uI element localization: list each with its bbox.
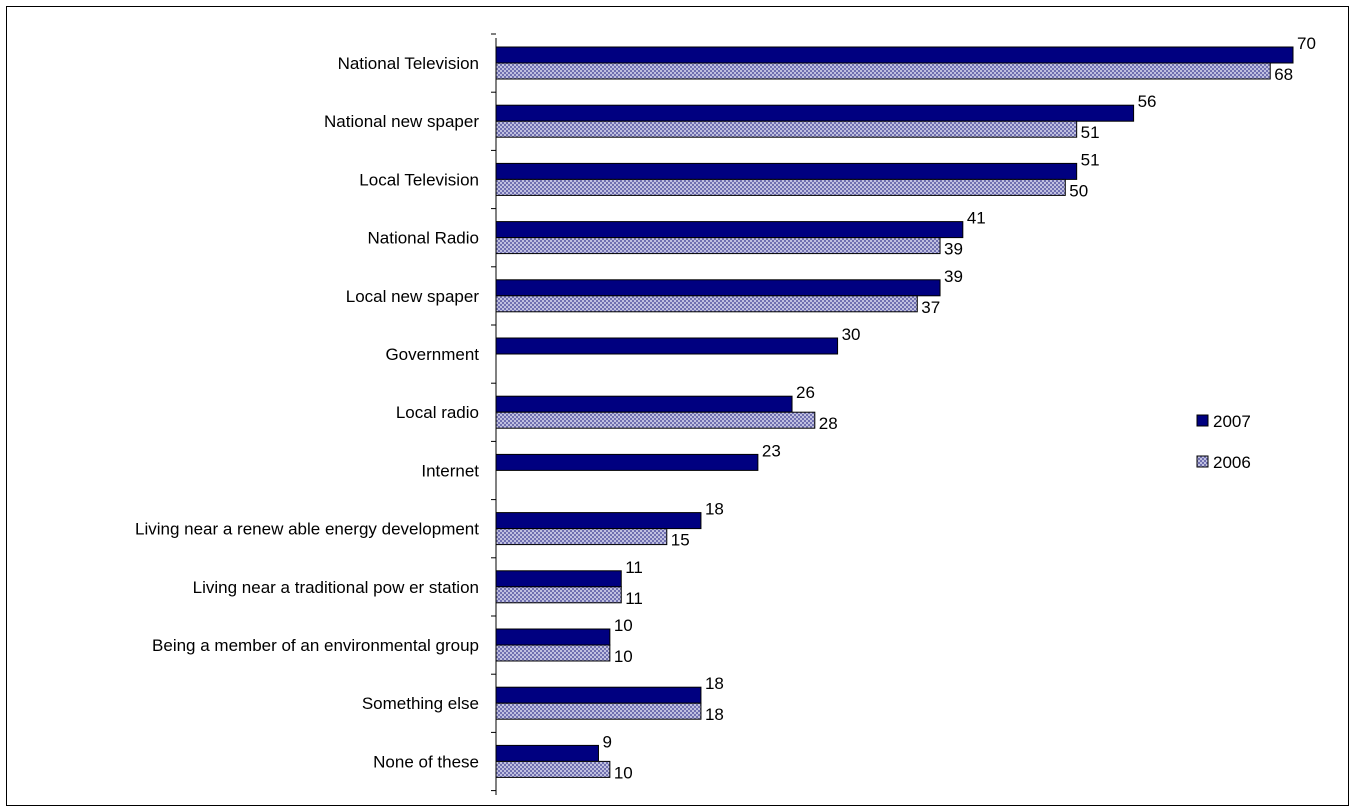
value-label-2007: 18 [705, 500, 724, 519]
bars [495, 46, 1294, 778]
value-label-2007: 11 [625, 558, 643, 577]
value-label-2007: 26 [796, 383, 815, 402]
bar-2006 [495, 295, 918, 313]
bar-2007 [495, 221, 964, 239]
bar-2007 [495, 570, 622, 588]
value-label-2007: 70 [1297, 34, 1316, 53]
value-label-2006: 68 [1274, 65, 1293, 84]
category-label: Local radio [396, 403, 479, 422]
legend-label-2006: 2006 [1213, 453, 1251, 472]
value-label-2006: 50 [1069, 181, 1088, 200]
legend-swatch-2007 [1196, 414, 1209, 427]
legend: 2007 2006 [1196, 412, 1251, 472]
y-axis [491, 33, 497, 795]
value-label-2006: 28 [819, 414, 838, 433]
value-label-2007: 39 [944, 267, 963, 286]
value-label-2006: 10 [614, 763, 633, 782]
value-label-2007: 18 [705, 674, 724, 693]
value-label-2007: 10 [614, 616, 633, 635]
value-label-2007: 51 [1081, 150, 1100, 169]
bar-2007 [495, 512, 702, 530]
value-label-2006: 11 [625, 589, 643, 608]
bar-2006 [495, 760, 611, 778]
category-label: Government [385, 345, 479, 364]
bar-2007 [495, 744, 599, 762]
bar-2007 [495, 628, 611, 646]
value-label-2007: 56 [1138, 92, 1157, 111]
bar-2006 [495, 528, 668, 546]
bar-2006 [495, 644, 611, 662]
bar-2007 [495, 46, 1294, 64]
value-label-2006: 39 [944, 240, 963, 259]
value-label-2007: 30 [842, 325, 861, 344]
bar-2006 [495, 586, 622, 604]
bar-2006 [495, 178, 1066, 196]
category-label: National Radio [367, 229, 479, 248]
legend-swatch-2006 [1196, 455, 1209, 468]
bar-2006 [495, 411, 816, 429]
category-label: Living near a traditional pow er station [193, 578, 479, 597]
bar-2007 [495, 337, 839, 355]
value-label-2006: 15 [671, 531, 690, 550]
value-label-2007: 23 [762, 441, 781, 460]
category-label: Something else [362, 694, 479, 713]
category-label: Being a member of an environmental group [152, 636, 479, 655]
bar-2007 [495, 162, 1078, 180]
value-label-2006: 10 [614, 647, 633, 666]
category-label: Internet [421, 461, 479, 480]
category-label: None of these [373, 752, 479, 771]
category-label: Local Television [359, 170, 479, 189]
category-label: Local new spaper [346, 287, 480, 306]
category-labels: National Television National new spaper Lo… [135, 54, 479, 771]
category-label: National Television [338, 54, 479, 73]
category-label: Living near a renew able energy developm… [135, 520, 479, 539]
bar-2007 [495, 453, 759, 471]
bar-2006 [495, 702, 702, 720]
bar-2007 [495, 686, 702, 704]
chart-frame [6, 6, 1349, 806]
value-label-2006: 51 [1081, 123, 1100, 142]
bar-2007 [495, 279, 941, 297]
bar-2007 [495, 395, 793, 413]
legend-label-2007: 2007 [1213, 412, 1251, 431]
value-labels: 7068565151504139393730262823181511111010… [602, 34, 1315, 782]
value-label-2006: 18 [705, 705, 724, 724]
bar-2006 [495, 62, 1271, 80]
value-label-2007: 41 [967, 209, 986, 228]
bar-2007 [495, 104, 1135, 122]
value-label-2007: 9 [602, 732, 611, 751]
bar-2006 [495, 120, 1078, 138]
value-label-2006: 37 [921, 298, 940, 317]
category-label: National new spaper [324, 112, 479, 131]
bar-2006 [495, 237, 941, 255]
